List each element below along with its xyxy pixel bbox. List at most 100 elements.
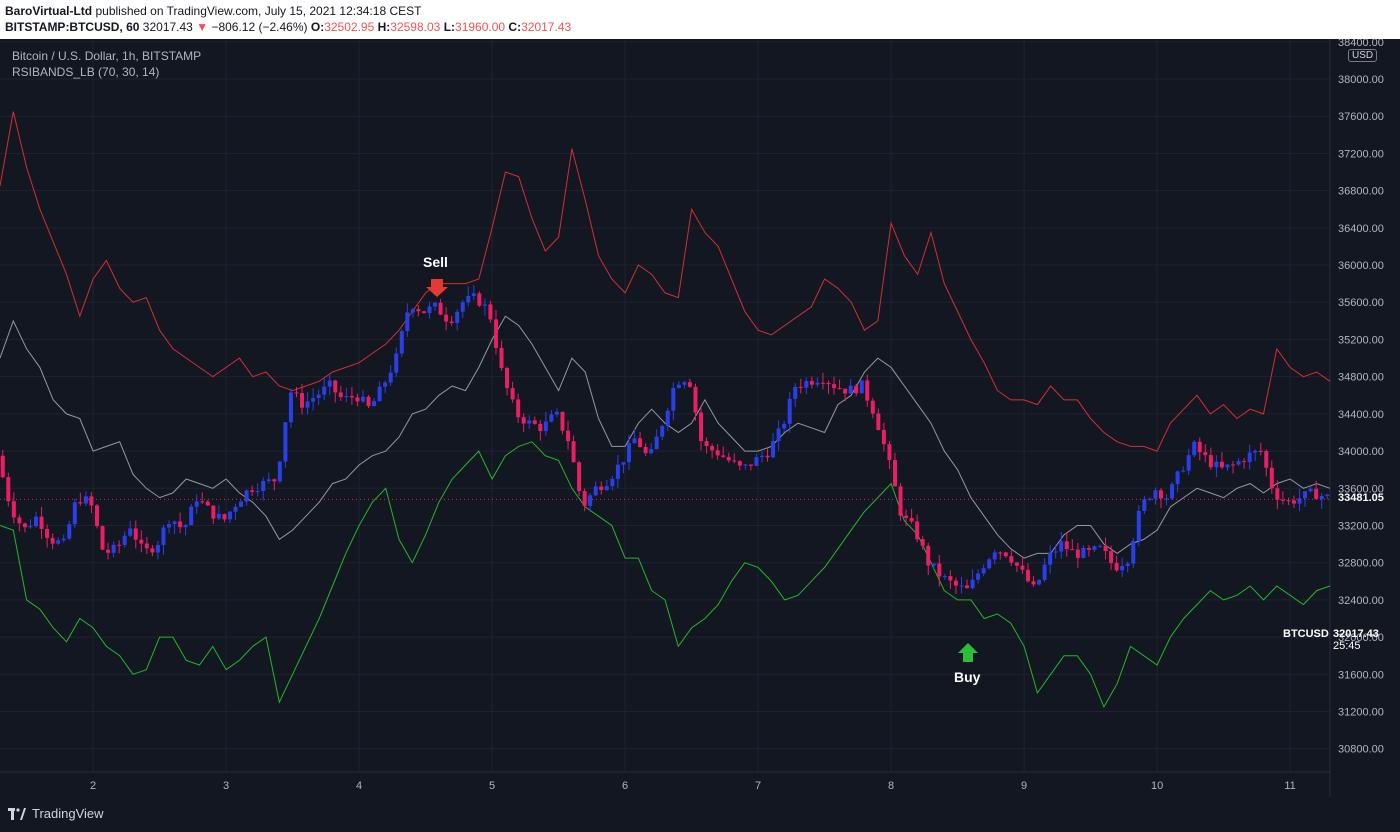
candle-body xyxy=(926,545,931,566)
ohlc-bar: BITSTAMP:BTCUSD, 60 32017.43 ▼ −806.12 (… xyxy=(5,20,571,34)
candle-body xyxy=(1308,488,1313,492)
y-tick-label: 36000.00 xyxy=(1338,260,1384,272)
candle-body xyxy=(870,400,875,414)
bar-countdown: 25:45 xyxy=(1333,640,1361,653)
candle-body xyxy=(338,392,343,397)
candle-body xyxy=(676,384,681,388)
candle-body xyxy=(1136,510,1141,541)
candle-body xyxy=(820,382,825,384)
candle-body xyxy=(732,460,737,462)
candle-body xyxy=(72,502,77,525)
symbol-legend[interactable]: Bitcoin / U.S. Dollar, 1h, BITSTAMP xyxy=(12,49,202,63)
candle-body xyxy=(1225,464,1230,468)
candle-body xyxy=(987,559,992,569)
candle-body xyxy=(427,306,432,314)
candle-body xyxy=(726,456,731,461)
y-tick-label: 32000.00 xyxy=(1338,632,1384,644)
candle-body xyxy=(632,438,637,444)
candle-body xyxy=(516,399,521,418)
candle-body xyxy=(277,461,282,482)
candle-body xyxy=(1075,549,1080,558)
candle-body xyxy=(998,552,1003,554)
y-tick-label: 38000.00 xyxy=(1338,74,1384,86)
candle-body xyxy=(1175,471,1180,485)
candle-body xyxy=(305,401,310,408)
y-tick-label: 34400.00 xyxy=(1338,409,1384,421)
candle-body xyxy=(39,516,44,529)
candle-body xyxy=(887,444,892,461)
candle-body xyxy=(405,312,410,332)
candle-body xyxy=(948,576,953,581)
x-tick-label: 4 xyxy=(356,780,362,792)
x-tick-label: 5 xyxy=(489,780,495,792)
candle-body xyxy=(410,309,415,313)
rsi-mid-line xyxy=(0,315,1331,559)
candle-body xyxy=(1231,464,1236,466)
candle-body xyxy=(399,331,404,354)
x-tick-label: 6 xyxy=(622,780,628,792)
candle-body xyxy=(178,521,183,528)
x-tick-label: 9 xyxy=(1021,780,1027,792)
candle-body xyxy=(67,524,72,539)
candle-body xyxy=(244,490,249,502)
candle-body xyxy=(1291,500,1296,504)
candle-body xyxy=(1197,441,1202,453)
candle-body xyxy=(1009,556,1014,563)
candle-body xyxy=(859,380,864,394)
candle-body xyxy=(981,568,986,574)
candle-body xyxy=(920,539,925,546)
tradingview-logo-icon xyxy=(8,807,26,820)
candle-body xyxy=(532,420,537,424)
candle-body xyxy=(56,540,61,544)
candle-body xyxy=(671,387,676,411)
candle-body xyxy=(915,521,920,540)
candle-body xyxy=(937,563,942,577)
y-tick-label: 31200.00 xyxy=(1338,707,1384,719)
y-tick-label: 33200.00 xyxy=(1338,520,1384,532)
candle-body xyxy=(449,321,454,324)
currency-label[interactable]: USD xyxy=(1348,49,1378,62)
candle-body xyxy=(366,396,371,407)
candle-body xyxy=(881,430,886,445)
candle-body xyxy=(144,543,149,549)
candle-body xyxy=(1286,500,1291,502)
candle-body xyxy=(848,385,853,394)
candle-body xyxy=(83,496,88,504)
price-chart[interactable]: 30800.00 31200.00 31600.00 32000.00 32400.00… xyxy=(0,37,1400,797)
candle-body xyxy=(953,580,958,586)
candle-body xyxy=(444,314,449,322)
candle-body xyxy=(482,304,487,306)
tradingview-logo[interactable]: TradingView xyxy=(8,806,104,821)
candle-body xyxy=(787,398,792,424)
candle-body xyxy=(205,501,210,506)
candle-body xyxy=(1098,545,1103,547)
close-value: 32017.43 xyxy=(521,20,572,34)
candle-body xyxy=(1242,461,1247,463)
candle-body xyxy=(793,386,798,399)
candle-body xyxy=(1219,461,1224,468)
publisher-name[interactable]: BaroVirtual-Ltd xyxy=(5,4,93,18)
candle-body xyxy=(1192,441,1197,456)
y-tick-label: 37600.00 xyxy=(1338,111,1384,123)
candle-body xyxy=(100,526,105,550)
candle-body xyxy=(349,395,354,398)
open-label: O: xyxy=(310,20,325,34)
candle-body xyxy=(150,548,155,553)
candle-body xyxy=(216,514,221,519)
candle-body xyxy=(1064,541,1069,550)
candle-body xyxy=(266,479,271,481)
candle-body xyxy=(615,464,620,479)
candle-body xyxy=(1142,499,1147,511)
chart-area[interactable]: 30800.00 31200.00 31600.00 32000.00 32400.00… xyxy=(0,37,1400,797)
candle-body xyxy=(970,579,975,589)
candle-body xyxy=(155,544,160,553)
candle-body xyxy=(1031,581,1036,585)
x-tick-label: 11 xyxy=(1284,780,1295,792)
candle-body xyxy=(649,449,654,454)
candle-body xyxy=(854,385,859,394)
candle-body xyxy=(383,382,388,387)
candle-body xyxy=(865,380,870,401)
published-text: published on TradingView.com, July 15, 2… xyxy=(95,4,422,18)
footer-bar: TradingView xyxy=(0,797,1400,832)
indicator-legend[interactable]: RSIBANDS_LB (70, 30, 14) xyxy=(12,65,160,79)
